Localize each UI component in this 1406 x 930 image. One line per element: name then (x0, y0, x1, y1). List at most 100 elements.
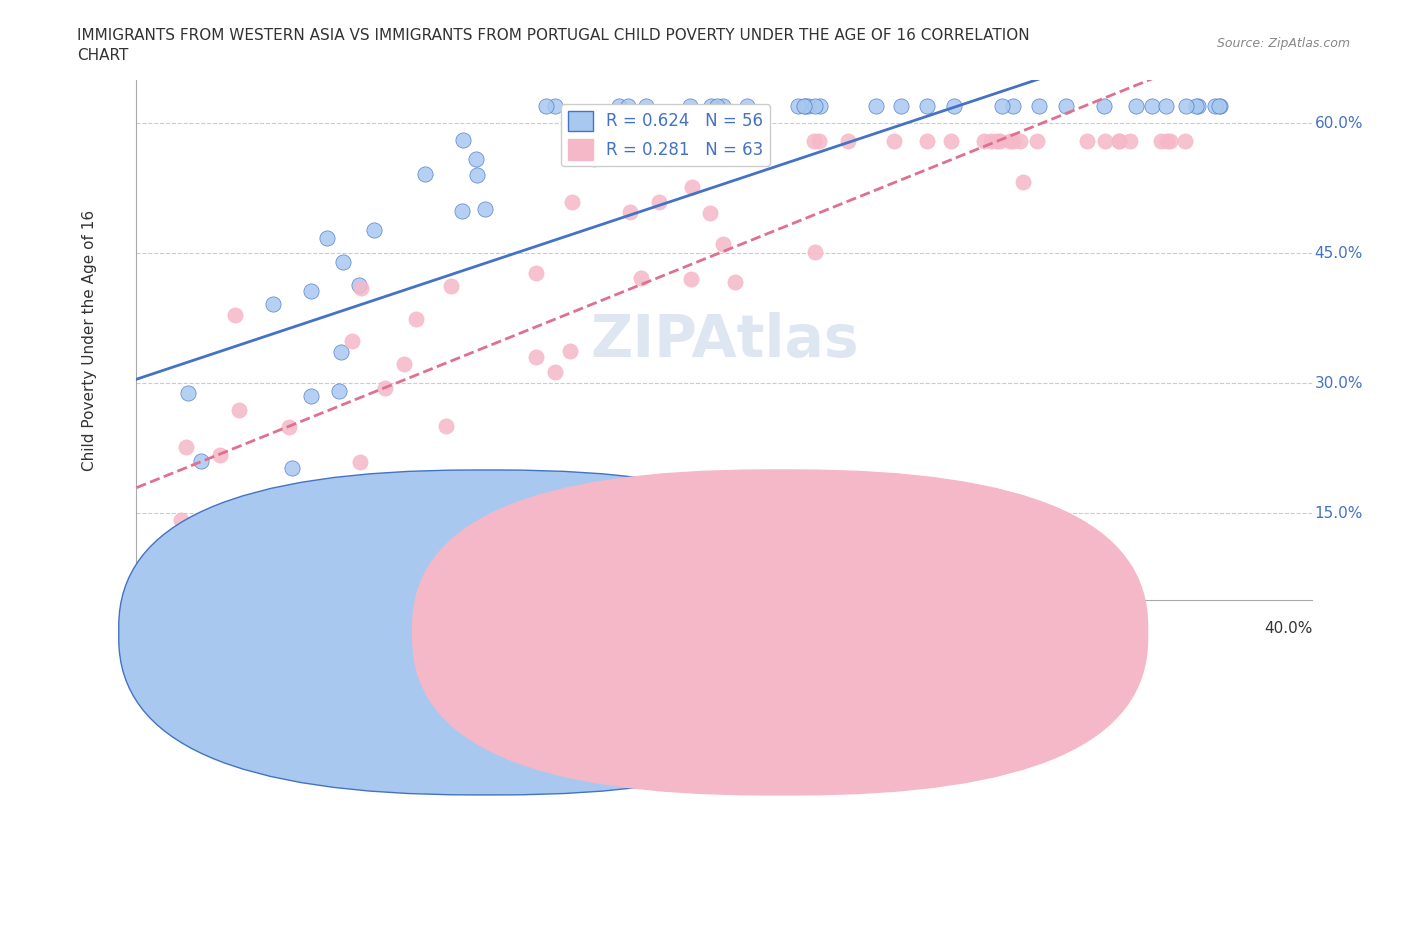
Point (1150, 133, 1173, 148)
Text: 45.0%: 45.0% (1315, 246, 1362, 261)
Text: Source: ZipAtlas.com: Source: ZipAtlas.com (1216, 37, 1350, 50)
Point (132, 601, 155, 616)
Point (630, 271, 652, 286)
Point (328, 383, 350, 398)
Point (174, 440, 197, 455)
Point (360, 510, 382, 525)
Point (169, 512, 191, 527)
Point (988, 133, 1011, 148)
Point (699, 206, 721, 220)
Point (132, 597, 155, 612)
Legend: R = 0.624   N = 56, R = 0.281   N = 63: R = 0.624 N = 56, R = 0.281 N = 63 (561, 104, 770, 166)
Point (1119, 133, 1142, 148)
Point (865, 99, 887, 113)
Point (804, 99, 827, 113)
Point (1054, 99, 1077, 113)
Point (706, 133, 728, 148)
Point (1208, 99, 1230, 113)
Point (1154, 99, 1177, 113)
Point (228, 403, 250, 418)
Point (793, 99, 815, 113)
Point (465, 152, 488, 166)
Point (617, 99, 640, 113)
Point (350, 280, 373, 295)
Point (619, 205, 641, 219)
Point (797, 99, 820, 113)
Point (363, 223, 385, 238)
Point (544, 365, 567, 379)
Point (415, 166, 437, 181)
Point (1159, 133, 1181, 148)
Text: Immigrants from Western Asia: Immigrants from Western Asia (432, 636, 665, 651)
Point (332, 254, 354, 269)
Point (474, 202, 496, 217)
Text: ZIPAtlas: ZIPAtlas (591, 312, 859, 368)
Point (1026, 133, 1049, 148)
Point (998, 133, 1021, 148)
Point (1008, 133, 1031, 148)
Point (405, 312, 427, 326)
Point (148, 571, 170, 586)
Point (262, 297, 284, 312)
Point (1011, 175, 1033, 190)
Point (1076, 133, 1098, 148)
Point (794, 99, 817, 113)
Point (440, 279, 463, 294)
Text: 15.0%: 15.0% (1315, 506, 1362, 521)
Point (808, 99, 831, 113)
Point (807, 133, 830, 148)
Point (883, 133, 905, 148)
Point (1125, 99, 1147, 113)
Text: Child Poverty Under the Age of 16: Child Poverty Under the Age of 16 (82, 209, 97, 471)
Text: Immigrants from Portugal: Immigrants from Portugal (744, 636, 941, 651)
Point (1185, 99, 1208, 113)
Point (787, 99, 810, 113)
Point (1094, 133, 1116, 148)
FancyBboxPatch shape (413, 470, 1147, 795)
Point (1108, 133, 1130, 148)
Point (1140, 99, 1163, 113)
Point (281, 460, 304, 475)
Point (980, 133, 1002, 148)
Point (583, 152, 606, 166)
Point (451, 133, 474, 148)
Point (1108, 133, 1130, 148)
Point (837, 133, 859, 148)
Text: 40.0%: 40.0% (1264, 620, 1312, 636)
Point (224, 307, 246, 322)
Point (198, 584, 221, 599)
Text: 30.0%: 30.0% (1315, 376, 1362, 391)
FancyBboxPatch shape (118, 470, 853, 795)
Point (1174, 99, 1197, 113)
Point (226, 515, 249, 530)
Point (943, 99, 966, 113)
Point (392, 356, 415, 371)
Point (1092, 99, 1115, 113)
Point (804, 245, 827, 259)
Point (534, 99, 557, 113)
Point (890, 99, 912, 113)
Point (560, 343, 582, 358)
Point (1028, 99, 1050, 113)
Point (208, 447, 231, 462)
Point (1187, 99, 1209, 113)
Point (177, 385, 200, 400)
Point (711, 236, 734, 251)
Point (1209, 99, 1232, 113)
Point (648, 194, 671, 209)
Point (299, 284, 322, 299)
Point (678, 99, 700, 113)
Point (986, 133, 1008, 148)
Text: IMMIGRANTS FROM WESTERN ASIA VS IMMIGRANTS FROM PORTUGAL CHILD POVERTY UNDER THE: IMMIGRANTS FROM WESTERN ASIA VS IMMIGRAN… (77, 28, 1031, 62)
Point (524, 350, 547, 365)
Point (465, 167, 488, 182)
Point (434, 418, 457, 433)
Point (1002, 99, 1025, 113)
Point (315, 231, 337, 246)
Point (711, 99, 734, 113)
Point (302, 565, 325, 579)
Point (939, 133, 962, 148)
Point (735, 99, 758, 113)
Point (803, 133, 825, 148)
Text: 60.0%: 60.0% (1315, 116, 1362, 131)
